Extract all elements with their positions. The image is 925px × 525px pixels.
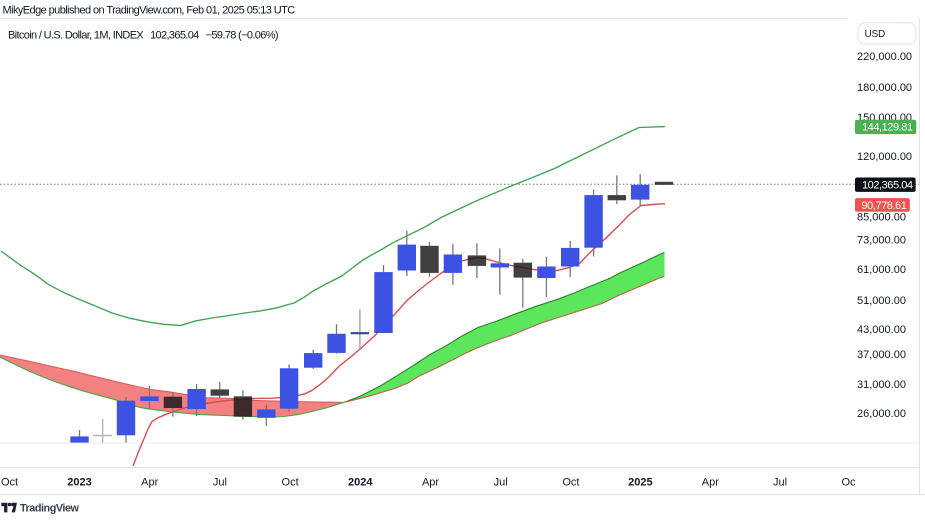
svg-text:31,000.00: 31,000.00	[857, 379, 906, 391]
svg-text:43,000.00: 43,000.00	[857, 324, 906, 336]
svg-text:61,000.00: 61,000.00	[857, 264, 906, 276]
svg-text:Jul: Jul	[213, 477, 227, 489]
svg-text:Apr: Apr	[422, 477, 439, 489]
svg-text:Oct: Oct	[1, 477, 18, 489]
svg-text:Jul: Jul	[494, 477, 508, 489]
svg-text:Oct: Oct	[282, 477, 299, 489]
svg-text:180,000.00: 180,000.00	[857, 82, 912, 94]
svg-text:Jul: Jul	[773, 477, 787, 489]
svg-text:Apr: Apr	[702, 477, 719, 489]
svg-text:2024: 2024	[348, 477, 373, 489]
svg-text:220,000.00: 220,000.00	[857, 51, 912, 63]
svg-text:Oc: Oc	[841, 477, 856, 489]
svg-text:51,000.00: 51,000.00	[857, 295, 906, 307]
svg-text:73,000.00: 73,000.00	[857, 234, 906, 246]
svg-text:TradingView: TradingView	[20, 503, 80, 515]
svg-text:102,365.04: 102,365.04	[862, 180, 913, 192]
svg-text:120,000.00: 120,000.00	[857, 151, 912, 163]
svg-text:37,000.00: 37,000.00	[857, 349, 906, 361]
svg-text:Bitcoin / U.S. Dollar, 1M, IND: Bitcoin / U.S. Dollar, 1M, INDEX 102,365.…	[8, 30, 278, 42]
svg-text:Oct: Oct	[562, 477, 579, 489]
svg-text:MikyEdge published on TradingV: MikyEdge published on TradingView.com, F…	[3, 5, 296, 17]
svg-text:2025: 2025	[628, 477, 652, 489]
svg-text:26,000.00: 26,000.00	[857, 408, 906, 420]
svg-text:144,129.81: 144,129.81	[862, 122, 913, 134]
svg-text:USD: USD	[865, 29, 886, 40]
svg-text:Apr: Apr	[141, 477, 158, 489]
svg-text:90,778.61: 90,778.61	[862, 200, 907, 212]
svg-text:2023: 2023	[67, 477, 91, 489]
svg-text:85,000.00: 85,000.00	[857, 211, 906, 223]
